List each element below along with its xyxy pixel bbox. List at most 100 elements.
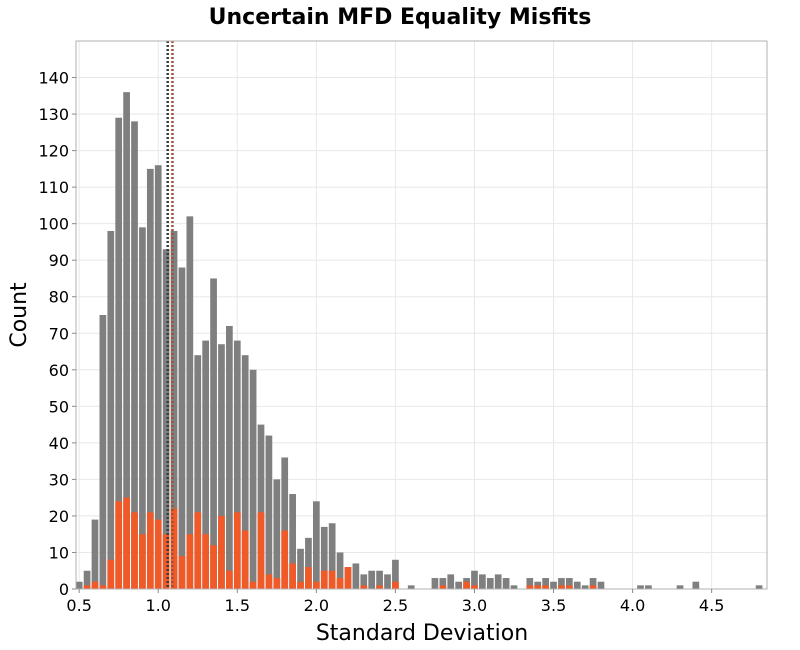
- gray-bar: [542, 578, 549, 589]
- orange-bar: [542, 585, 549, 589]
- gray-bar: [257, 424, 265, 589]
- plot-border: [75, 40, 768, 590]
- orange-bar: [115, 501, 123, 589]
- gray-bar: [510, 585, 518, 589]
- gray-bar: [328, 523, 336, 589]
- orange-bar: [257, 512, 265, 589]
- orange-bar: [131, 512, 138, 589]
- gray-bar: [755, 585, 763, 589]
- gray-bar: [550, 581, 557, 589]
- orange-bar: [336, 578, 344, 589]
- gray-bar: [360, 574, 368, 589]
- gray-bar: [289, 494, 296, 589]
- orange-bar: [178, 556, 186, 589]
- orange-bar: [241, 530, 249, 589]
- gray-bar: [265, 435, 273, 589]
- orange-bar: [344, 567, 352, 589]
- y-tick-label: 100: [38, 215, 69, 234]
- gray-bar: [376, 570, 383, 589]
- gray-bar: [565, 578, 573, 589]
- gray-bar: [645, 585, 652, 589]
- gray-bar: [241, 355, 249, 589]
- gray-bar: [170, 230, 178, 589]
- gray-bar: [589, 578, 597, 589]
- gray-bar: [676, 585, 684, 589]
- orange-series-bars: [83, 497, 597, 589]
- y-tick-label: 20: [49, 507, 69, 526]
- orange-bar: [123, 497, 130, 589]
- gray-bar: [597, 581, 605, 589]
- orange-bar: [320, 570, 328, 589]
- orange-bar: [289, 563, 296, 589]
- gray-bar: [312, 501, 320, 589]
- y-tick-label: 0: [59, 580, 69, 599]
- gray-bar: [146, 168, 154, 589]
- orange-bar: [170, 508, 178, 589]
- orange-bar: [226, 570, 233, 589]
- gray-bar: [447, 574, 455, 589]
- gray-bar: [139, 227, 146, 589]
- gray-bar: [439, 578, 447, 589]
- reference-lines: [166, 41, 174, 589]
- gray-bar: [75, 581, 83, 589]
- y-axis-ticks: 0 10 20 30 40 50 60 70 80 90 100 110 120 130 140: [38, 69, 76, 599]
- gray-bar: [115, 117, 123, 589]
- y-tick-label: 130: [38, 105, 69, 124]
- x-tick-label: 1.5: [225, 596, 250, 615]
- orange-bar: [463, 581, 470, 589]
- orange-bar: [312, 581, 320, 589]
- y-tick-label: 80: [49, 288, 69, 307]
- orange-bar: [558, 585, 565, 589]
- gray-bar: [162, 249, 170, 590]
- orange-bar: [392, 581, 399, 589]
- gray-bar: [573, 581, 581, 589]
- gray-bar: [297, 548, 304, 589]
- gray-bar: [305, 537, 312, 589]
- gray-bar: [392, 559, 399, 589]
- orange-bar: [233, 512, 241, 589]
- x-axis-label: Standard Deviation: [316, 621, 528, 646]
- gray-bar: [479, 574, 486, 589]
- y-tick-label: 140: [38, 69, 69, 88]
- gray-bar: [194, 355, 202, 589]
- y-tick-label: 70: [49, 324, 69, 343]
- gray-bar: [273, 479, 281, 589]
- x-tick-label: 4.5: [699, 596, 724, 615]
- y-tick-label: 60: [49, 361, 69, 380]
- orange-bar: [146, 512, 154, 589]
- y-axis-label: Count: [7, 282, 32, 348]
- orange-bar: [565, 585, 573, 589]
- y-tick-label: 10: [49, 543, 69, 562]
- orange-bar: [249, 581, 257, 589]
- gray-bar: [233, 340, 241, 589]
- orange-bar: [281, 530, 289, 589]
- orange-bar: [589, 585, 597, 589]
- orange-bar: [210, 545, 217, 589]
- gray-bar: [249, 369, 257, 589]
- orange-bar: [218, 515, 225, 589]
- x-tick-label: 1.0: [145, 596, 170, 615]
- gray-bar: [486, 578, 494, 589]
- gray-bar: [154, 165, 162, 590]
- orange-bar: [162, 534, 170, 589]
- gray-bar: [226, 325, 233, 589]
- gray-bar: [281, 457, 289, 589]
- gray-bar: [494, 574, 502, 589]
- y-tick-label: 50: [49, 397, 69, 416]
- y-tick-label: 30: [49, 470, 69, 489]
- orange-bar: [305, 567, 312, 589]
- gray-bar: [407, 585, 415, 589]
- orange-bar: [265, 574, 273, 589]
- gray-bar: [91, 519, 99, 589]
- orange-bar: [471, 585, 478, 589]
- orange-bar: [202, 534, 210, 589]
- gray-bar: [178, 267, 186, 589]
- chart-title: Uncertain MFD Equality Misfits: [209, 5, 592, 30]
- orange-bar: [376, 585, 383, 589]
- gray-bar: [123, 92, 130, 589]
- orange-bar: [139, 534, 146, 589]
- gray-bar: [210, 278, 217, 589]
- gray-series-bars: [75, 92, 763, 590]
- x-axis-ticks: 0.5 1.0 1.5 2.0 2.5 3.0 3.5 4.0 4.5: [66, 589, 724, 615]
